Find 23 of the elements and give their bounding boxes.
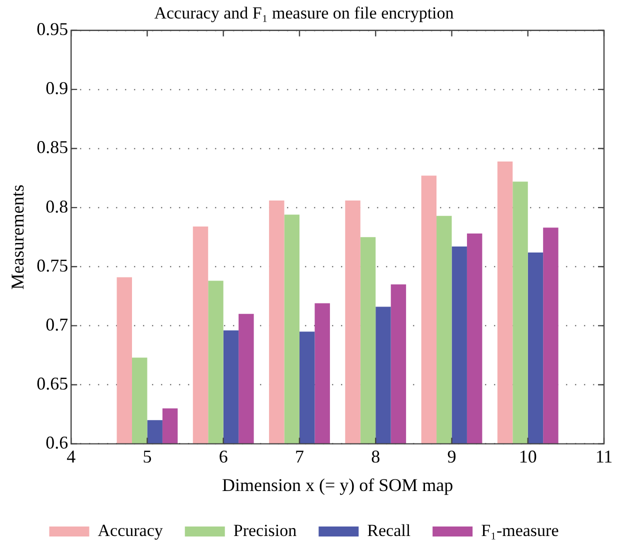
y-tick-label: 0.8	[46, 196, 68, 216]
y-tick-label: 0.95	[36, 19, 68, 40]
x-tick-label: 4	[66, 446, 76, 466]
x-tick-label: 5	[142, 446, 152, 466]
x-tick-label: 6	[218, 446, 228, 466]
chart-title: Accuracy and F₁ measure on file encryption	[154, 4, 454, 23]
y-tick-label: 0.9	[46, 78, 68, 98]
x-tick-label: 11	[595, 446, 613, 466]
legend-label: Recall	[367, 520, 411, 540]
y-tick-label: 0.6	[46, 432, 68, 453]
y-tick-label: 0.85	[36, 137, 68, 158]
legend-label: Accuracy	[98, 520, 164, 540]
legend-label: F₁-measure	[481, 520, 559, 540]
y-tick-label: 0.7	[46, 314, 68, 334]
x-tick-label: 7	[294, 446, 304, 466]
y-tick-label: 0.65	[36, 373, 68, 394]
x-tick-label: 8	[371, 446, 380, 466]
x-tick-label: 10	[518, 446, 537, 466]
x-axis-title: Dimension x (= y) of SOM map	[222, 474, 454, 495]
x-tick-label: 9	[447, 446, 456, 466]
y-axis-title: Measurements	[8, 184, 28, 290]
legend-label: Precision	[233, 520, 298, 540]
y-tick-label: 0.75	[36, 255, 68, 276]
